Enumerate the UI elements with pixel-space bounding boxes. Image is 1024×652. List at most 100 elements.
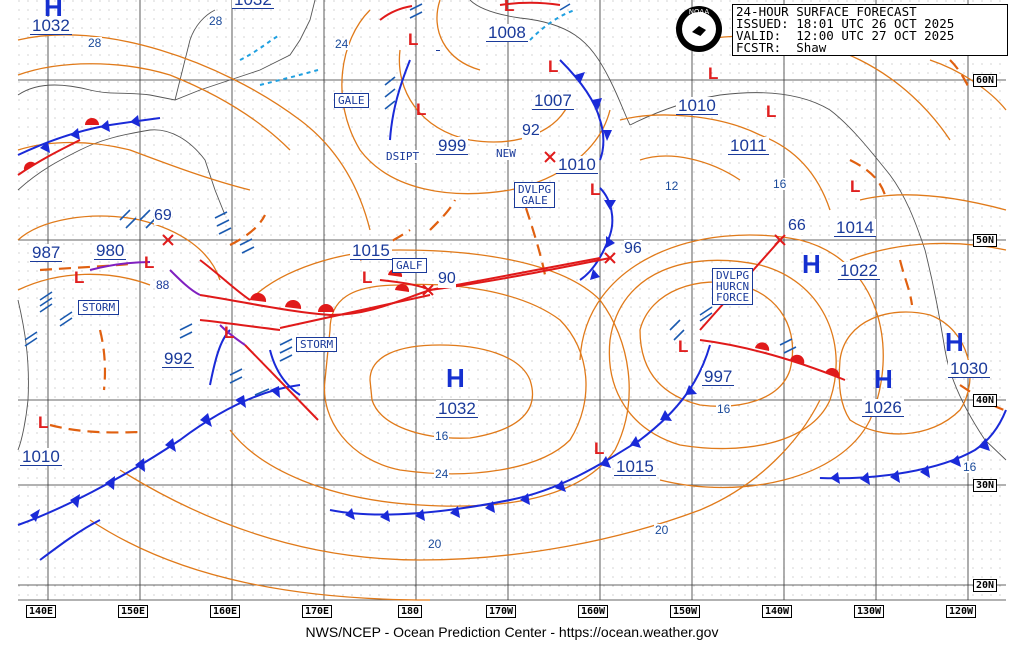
cold-fronts: [17, 59, 1007, 561]
noaa-bird-icon: [692, 26, 706, 36]
galf-warning: GALF: [392, 258, 427, 273]
low-pressure: 980: [94, 241, 127, 260]
longitude-label: 170E: [302, 605, 333, 618]
low-pressure: 1015: [350, 241, 392, 260]
low-pressure: [436, 50, 440, 51]
high-symbol: H: [802, 249, 821, 279]
low-pressure: 1010: [556, 155, 598, 174]
isobar-label: 20: [654, 523, 670, 537]
low-pressure: 1014: [834, 218, 876, 237]
isobar-label: 24: [334, 37, 350, 51]
isobar-label: 16: [772, 177, 788, 191]
header-valid: VALID: 12:00 UTC 27 OCT 2025: [736, 28, 955, 43]
noaa-logo: NOAA: [676, 6, 722, 52]
low-pressure: 1008: [486, 23, 528, 42]
low-symbol-icon: L: [708, 64, 719, 83]
latitude-label: 50N: [973, 234, 998, 247]
low-symbol-icon: L: [766, 102, 777, 121]
low-symbol-icon: L: [850, 177, 861, 196]
gale-warning: GALE: [334, 93, 369, 108]
low-pressure: 987: [30, 243, 63, 262]
high-pressure: 1032: [30, 16, 72, 35]
isobar-label: 28: [208, 14, 224, 28]
track-value: 69: [154, 207, 172, 225]
low-markers: [162, 151, 786, 296]
high-symbol: H: [945, 327, 964, 357]
track-value: 96: [624, 240, 642, 258]
track-value: 92: [522, 122, 540, 140]
longitude-label: 160E: [210, 605, 241, 618]
longitude-label: 140W: [762, 605, 793, 618]
isobar-label: 20: [427, 537, 443, 551]
high-symbol: H: [44, 0, 63, 22]
low-symbol-icon: L: [504, 0, 515, 15]
track-value: 66: [788, 217, 806, 235]
isobar-label: 16: [716, 402, 732, 416]
dissipating-label: DSIPT: [386, 150, 420, 163]
low-symbol-icon: L: [590, 180, 601, 199]
longitude-label: 180: [398, 605, 423, 618]
high-pressure: 1022: [838, 261, 880, 280]
longitude-label: 160W: [578, 605, 609, 618]
low-symbol-icon: L: [408, 30, 419, 49]
occluded-fronts: [89, 261, 246, 346]
header-forecaster: FCSTR: Shaw: [736, 40, 827, 55]
latitude-label: 60N: [973, 74, 998, 87]
longitude-label: 170W: [486, 605, 517, 618]
developing-gale-warning: DVLPG GALE: [514, 182, 556, 208]
low-symbol-icon: L: [416, 100, 427, 119]
storm-warning: STORM: [296, 337, 338, 352]
longitude-label: 150E: [118, 605, 149, 618]
low-pressure: 1010: [676, 96, 718, 115]
high-pressure: 1032: [436, 399, 478, 418]
low-symbol-icon: L: [144, 253, 155, 272]
isobar-label: 28: [87, 36, 103, 50]
credit-footer: NWS/NCEP - Ocean Prediction Center - htt…: [305, 624, 719, 640]
noaa-logo-text: NOAA: [688, 8, 710, 16]
low-pressure: 992: [162, 349, 195, 368]
low-symbol-icon: L: [548, 57, 559, 76]
noaa-logo-inner: [682, 12, 716, 46]
low-pressure: 997: [702, 367, 735, 386]
latitude-label: 40N: [973, 394, 998, 407]
isobar-label: 12: [664, 179, 680, 193]
cold-front-triangles: [30, 72, 990, 522]
dotted-grid: [18, 0, 1006, 600]
header-title: 24-HOUR SURFACE FORECAST: [736, 4, 917, 19]
isobar-label: 16: [962, 460, 978, 474]
high-pressure: 1026: [862, 398, 904, 417]
low-symbol-icon: L: [224, 323, 235, 342]
latitude-label: 20N: [973, 579, 998, 592]
wind-barbs: [24, 3, 797, 396]
track-value: 88: [156, 278, 170, 292]
low-symbol-icon: L: [678, 337, 689, 356]
stationary-fronts: [239, 9, 576, 86]
longitude-label: 120W: [946, 605, 977, 618]
low-symbol-icon: L: [38, 413, 49, 432]
high-pressure: 1030: [948, 359, 990, 378]
coastlines: [17, 0, 1007, 461]
high-symbol: H: [446, 363, 465, 393]
longitude-label: 130W: [854, 605, 885, 618]
pressure-value: 1032: [232, 0, 274, 9]
isobar-label: 16: [434, 429, 450, 443]
longitude-label: 150W: [670, 605, 701, 618]
low-pressure: 1011: [728, 136, 769, 155]
low-symbol-icon: L: [74, 268, 85, 287]
header-issued: ISSUED: 18:01 UTC 26 OCT 2025: [736, 16, 955, 31]
isobar-label: 24: [434, 467, 450, 481]
low-symbol-icon: L: [362, 268, 373, 287]
low-symbol-icon: L: [594, 439, 605, 458]
new-label: NEW: [496, 147, 516, 160]
low-pressure: 999: [436, 136, 469, 155]
storm-warning: STORM: [78, 300, 120, 315]
longitude-label: 140E: [26, 605, 57, 618]
developing-hurricane-force-warning: DVLPG HURCN FORCE: [712, 268, 754, 305]
low-pressure: 1007: [532, 91, 574, 110]
low-pressure: 1010: [20, 447, 62, 466]
forecast-header: 24-HOUR SURFACE FORECAST ISSUED: 18:01 U…: [732, 4, 1008, 56]
latitude-label: 30N: [973, 479, 998, 492]
track-value: 90: [438, 270, 456, 288]
high-symbol: H: [874, 364, 893, 394]
